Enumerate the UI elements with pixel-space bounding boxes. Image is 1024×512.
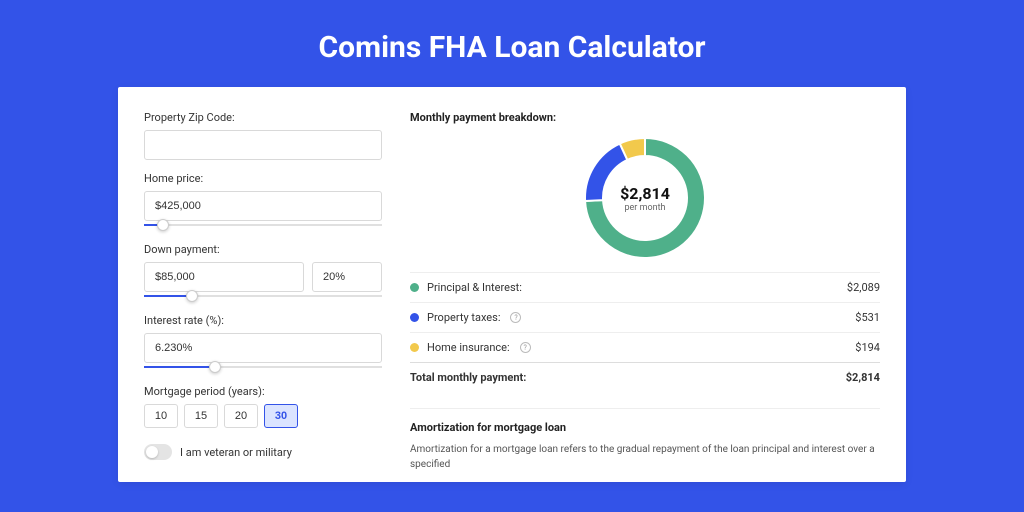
period-field-group: Mortgage period (years): 10152030 (144, 385, 382, 428)
breakdown-label: Property taxes: (427, 311, 500, 324)
home-price-input[interactable] (144, 191, 382, 221)
amortization-text: Amortization for a mortgage loan refers … (410, 442, 880, 472)
donut-container: $2,814 per month (410, 134, 880, 272)
breakdown-row: Property taxes:? $531 (410, 302, 880, 332)
zip-label: Property Zip Code: (144, 111, 382, 124)
zip-field-group: Property Zip Code: (144, 111, 382, 160)
total-value: $2,814 (846, 371, 880, 384)
period-button-15[interactable]: 15 (184, 404, 218, 428)
total-label: Total monthly payment: (410, 371, 526, 384)
slider-thumb[interactable] (209, 361, 221, 373)
slider-thumb[interactable] (186, 290, 198, 302)
toggle-knob (146, 446, 158, 458)
payment-donut-chart: $2,814 per month (585, 138, 705, 258)
info-icon[interactable]: ? (520, 342, 531, 353)
amortization-title: Amortization for mortgage loan (410, 421, 880, 434)
home-price-label: Home price: (144, 172, 382, 185)
interest-slider[interactable] (144, 361, 382, 373)
down-payment-slider[interactable] (144, 290, 382, 302)
slider-thumb[interactable] (157, 219, 169, 231)
period-label: Mortgage period (years): (144, 385, 382, 398)
slider-fill (144, 295, 192, 297)
zip-input[interactable] (144, 130, 382, 160)
calculator-card: Property Zip Code: Home price: Down paym… (118, 87, 906, 482)
breakdown-label: Principal & Interest: (427, 281, 522, 294)
breakdown-row: Home insurance:? $194 (410, 332, 880, 362)
veteran-toggle[interactable] (144, 444, 172, 460)
home-price-field-group: Home price: (144, 172, 382, 231)
interest-input[interactable] (144, 333, 382, 363)
slider-line (144, 224, 382, 226)
donut-center: $2,814 per month (585, 138, 705, 258)
period-button-group: 10152030 (144, 404, 382, 428)
interest-label: Interest rate (%): (144, 314, 382, 327)
period-button-10[interactable]: 10 (144, 404, 178, 428)
down-payment-field-group: Down payment: (144, 243, 382, 302)
breakdown-label: Home insurance: (427, 341, 510, 354)
breakdown-value: $194 (855, 341, 880, 354)
slider-fill (144, 366, 215, 368)
donut-amount: $2,814 (620, 184, 670, 203)
breakdown-value: $2,089 (847, 281, 880, 294)
interest-field-group: Interest rate (%): (144, 314, 382, 373)
down-payment-input[interactable] (144, 262, 304, 292)
veteran-toggle-row: I am veteran or military (144, 444, 382, 460)
breakdown-column: Monthly payment breakdown: $2,814 per mo… (410, 111, 880, 472)
form-column: Property Zip Code: Home price: Down paym… (144, 111, 382, 472)
veteran-label: I am veteran or military (180, 446, 292, 459)
donut-sub-label: per month (624, 203, 665, 213)
down-payment-label: Down payment: (144, 243, 382, 256)
down-payment-pct-input[interactable] (312, 262, 382, 292)
breakdown-value: $531 (855, 311, 880, 324)
breakdown-total-row: Total monthly payment: $2,814 (410, 362, 880, 392)
legend-dot (410, 283, 419, 292)
period-button-30[interactable]: 30 (264, 404, 298, 428)
breakdown-row: Principal & Interest: $2,089 (410, 272, 880, 302)
legend-dot (410, 313, 419, 322)
period-button-20[interactable]: 20 (224, 404, 258, 428)
legend-dot (410, 343, 419, 352)
info-icon[interactable]: ? (510, 312, 521, 323)
home-price-slider[interactable] (144, 219, 382, 231)
breakdown-title: Monthly payment breakdown: (410, 111, 880, 124)
amortization-section: Amortization for mortgage loan Amortizat… (410, 408, 880, 472)
breakdown-list: Principal & Interest: $2,089 Property taxe… (410, 272, 880, 362)
page-title: Comins FHA Loan Calculator (0, 0, 1024, 87)
